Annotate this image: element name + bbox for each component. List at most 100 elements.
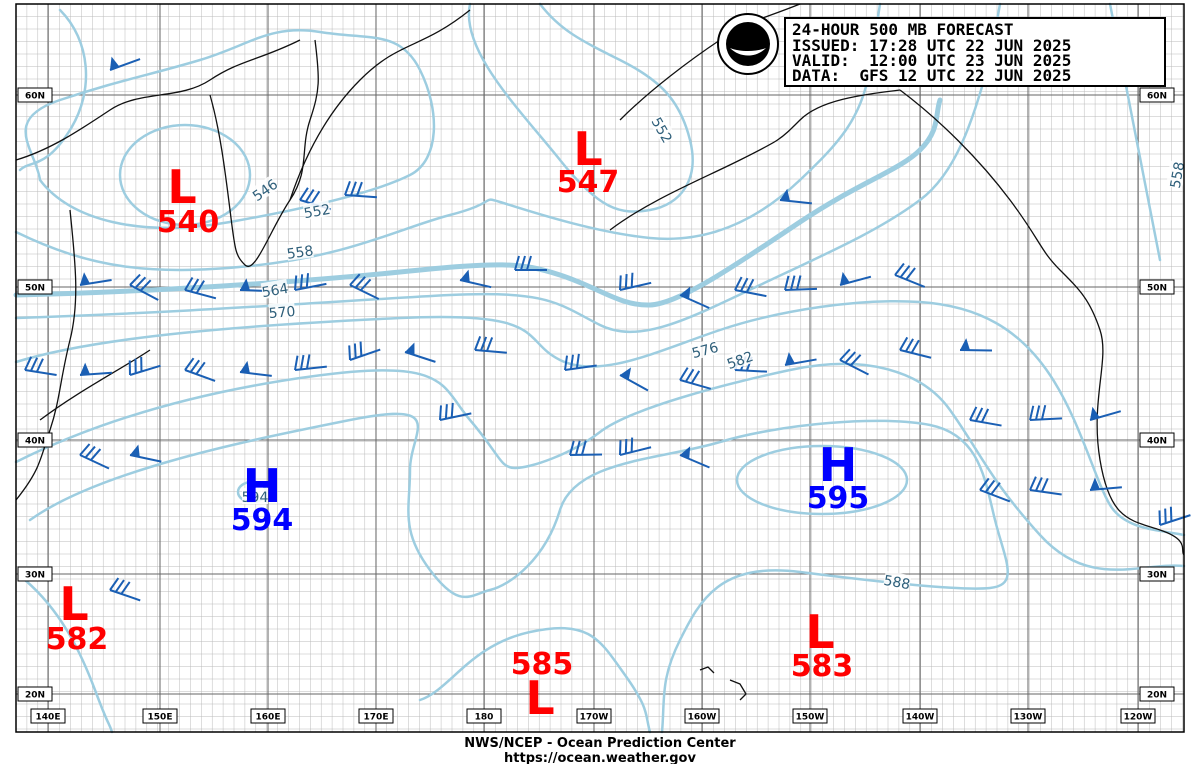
barb-tick (1035, 405, 1041, 420)
barb-tick (344, 180, 351, 196)
barb-shaft (679, 379, 712, 390)
wind-barb (439, 402, 472, 421)
lat-label-right-box (1139, 279, 1175, 295)
wind-barb (979, 477, 1011, 503)
contour-label-bg (249, 175, 280, 204)
contour-label-bg (285, 241, 314, 261)
wind-barb (969, 406, 1002, 427)
lon-label-box (684, 708, 720, 724)
barb-tick (294, 275, 298, 291)
wind-barb (294, 354, 327, 371)
barb-flag (80, 362, 90, 375)
center-letter: H (243, 459, 282, 513)
barb-shaft (1029, 417, 1063, 421)
barb-shaft (619, 281, 652, 291)
barb-tick (79, 443, 91, 456)
barb-tick (305, 273, 310, 288)
barb-shaft (1089, 486, 1122, 491)
footer-agency: NWS/NCEP - Ocean Prediction Center (464, 736, 736, 751)
barb-shaft (109, 589, 141, 602)
contour-582-west (23, 578, 114, 734)
coast-kurils (39, 349, 151, 421)
coast-north-america (899, 89, 1185, 556)
barb-shaft (1159, 514, 1191, 526)
barb-tick (975, 407, 984, 422)
barb-tick (439, 405, 442, 421)
wind-barb (514, 255, 547, 271)
barb-tick (184, 276, 194, 291)
barb-tick (630, 272, 634, 288)
lat-label-left: 20N (25, 691, 45, 701)
barb-tick (739, 277, 749, 292)
barb-tick (450, 402, 454, 418)
wind-barb (24, 356, 57, 376)
barb-tick (294, 355, 299, 371)
barb-shaft (184, 289, 217, 300)
barb-shaft (969, 419, 1002, 427)
barb-flag (460, 269, 470, 283)
contour-585 (418, 626, 652, 734)
barb-tick (679, 367, 689, 381)
barb-flag (620, 367, 632, 380)
contour-label: 564 (261, 281, 290, 301)
barb-tick (980, 408, 990, 423)
barb-shaft (569, 453, 603, 456)
barb-tick (353, 343, 357, 359)
barb-tick (184, 357, 195, 371)
barb-tick (796, 275, 802, 290)
coast-hawaii (699, 666, 747, 701)
barb-tick (359, 341, 363, 357)
barb-flag (680, 286, 691, 300)
contour-label-bg (724, 347, 755, 372)
wind-barb (404, 342, 436, 363)
barb-flag (680, 446, 691, 459)
lat-label-left: 60N (25, 92, 45, 102)
barb-tick (1035, 477, 1043, 492)
wind-barb (109, 577, 141, 602)
wind-barb (1158, 506, 1191, 526)
wind-barb (899, 336, 932, 359)
barb-flag (80, 272, 90, 285)
barb-tick (904, 338, 914, 352)
barb-flag (110, 56, 120, 70)
barb-tick (745, 278, 755, 293)
barb-shaft (619, 374, 649, 392)
barb-shaft (1029, 489, 1062, 496)
barb-shaft (294, 365, 327, 371)
center-letter: L (573, 122, 602, 176)
lon-label-box (902, 708, 938, 724)
contour-label: 570 (268, 304, 296, 322)
wind-barb (1089, 406, 1122, 421)
barb-tick (1164, 508, 1167, 524)
barb-tick (1040, 477, 1049, 493)
barb-tick (520, 255, 526, 271)
wind-barb (348, 341, 381, 361)
barb-shaft (679, 294, 710, 309)
wind-barb (79, 272, 112, 286)
lat-label-left: 50N (25, 284, 45, 294)
barb-tick (109, 577, 120, 591)
barb-tick (624, 438, 628, 454)
barb-flag (785, 352, 795, 365)
center-value: 583 (791, 649, 854, 684)
wind-barb (784, 352, 817, 366)
lat-label-left: 30N (25, 571, 45, 581)
barb-tick (690, 370, 701, 384)
barb-shaft (184, 369, 216, 382)
contour-label: 576 (690, 340, 720, 362)
barb-shaft (564, 364, 597, 371)
barb-tick (90, 448, 102, 461)
barb-tick (1029, 405, 1035, 421)
barb-tick (30, 357, 38, 372)
barb-tick (84, 445, 96, 459)
contour-label: 552 (303, 202, 332, 222)
barb-tick (195, 361, 206, 375)
lat-label-right-box (1139, 432, 1175, 448)
barb-shaft (979, 489, 1011, 503)
noaa-logo-gull (730, 48, 766, 56)
wind-barb (779, 188, 812, 205)
barb-flag (240, 360, 250, 374)
barb-tick (1169, 506, 1173, 522)
contour-label: 588 (882, 573, 911, 593)
